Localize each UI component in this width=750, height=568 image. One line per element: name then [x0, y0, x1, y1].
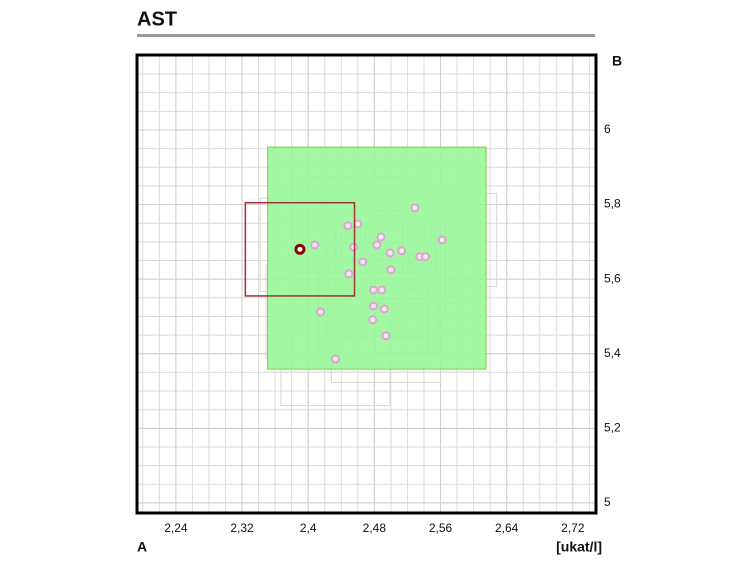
point [437, 235, 447, 245]
point [343, 221, 353, 231]
point [385, 248, 395, 258]
point [410, 203, 420, 213]
x-tick-label: 2,32 [230, 521, 254, 535]
title-rule [137, 34, 595, 37]
point [369, 285, 379, 295]
y-tick-label: 5 [604, 495, 611, 509]
x-tick-label: 2,56 [429, 521, 453, 535]
x-axis-label: A [137, 539, 147, 555]
y-tick-label: 5,8 [604, 197, 621, 211]
target-box [267, 146, 487, 370]
x-tick-label: 2,72 [561, 521, 585, 535]
y-tick-label: 5,4 [604, 346, 621, 360]
point [344, 269, 354, 279]
point [368, 315, 378, 325]
plot-frame [135, 53, 598, 515]
point [421, 252, 431, 262]
y-axis-label: B [612, 53, 622, 69]
x-tick-label: 2,4 [300, 521, 317, 535]
point [377, 285, 387, 295]
point [397, 246, 407, 256]
x-tick-label: 2,24 [164, 521, 188, 535]
point [349, 242, 359, 252]
point [316, 307, 326, 317]
own-box [244, 201, 356, 297]
point [372, 240, 382, 250]
point [379, 304, 389, 314]
unit-label: [ukat/l] [556, 539, 602, 555]
point [358, 257, 368, 267]
point [294, 243, 306, 255]
y-tick-label: 5,2 [604, 421, 621, 435]
point [353, 219, 363, 229]
point [330, 354, 340, 364]
point [386, 265, 396, 275]
x-tick-label: 2,48 [363, 521, 387, 535]
y-tick-label: 5,6 [604, 271, 621, 285]
chart-title: AST [137, 8, 177, 30]
point [381, 331, 391, 341]
y-tick-label: 6 [604, 122, 611, 136]
point [376, 232, 386, 242]
x-tick-label: 2,64 [495, 521, 519, 535]
point [369, 301, 379, 311]
point [310, 240, 320, 250]
